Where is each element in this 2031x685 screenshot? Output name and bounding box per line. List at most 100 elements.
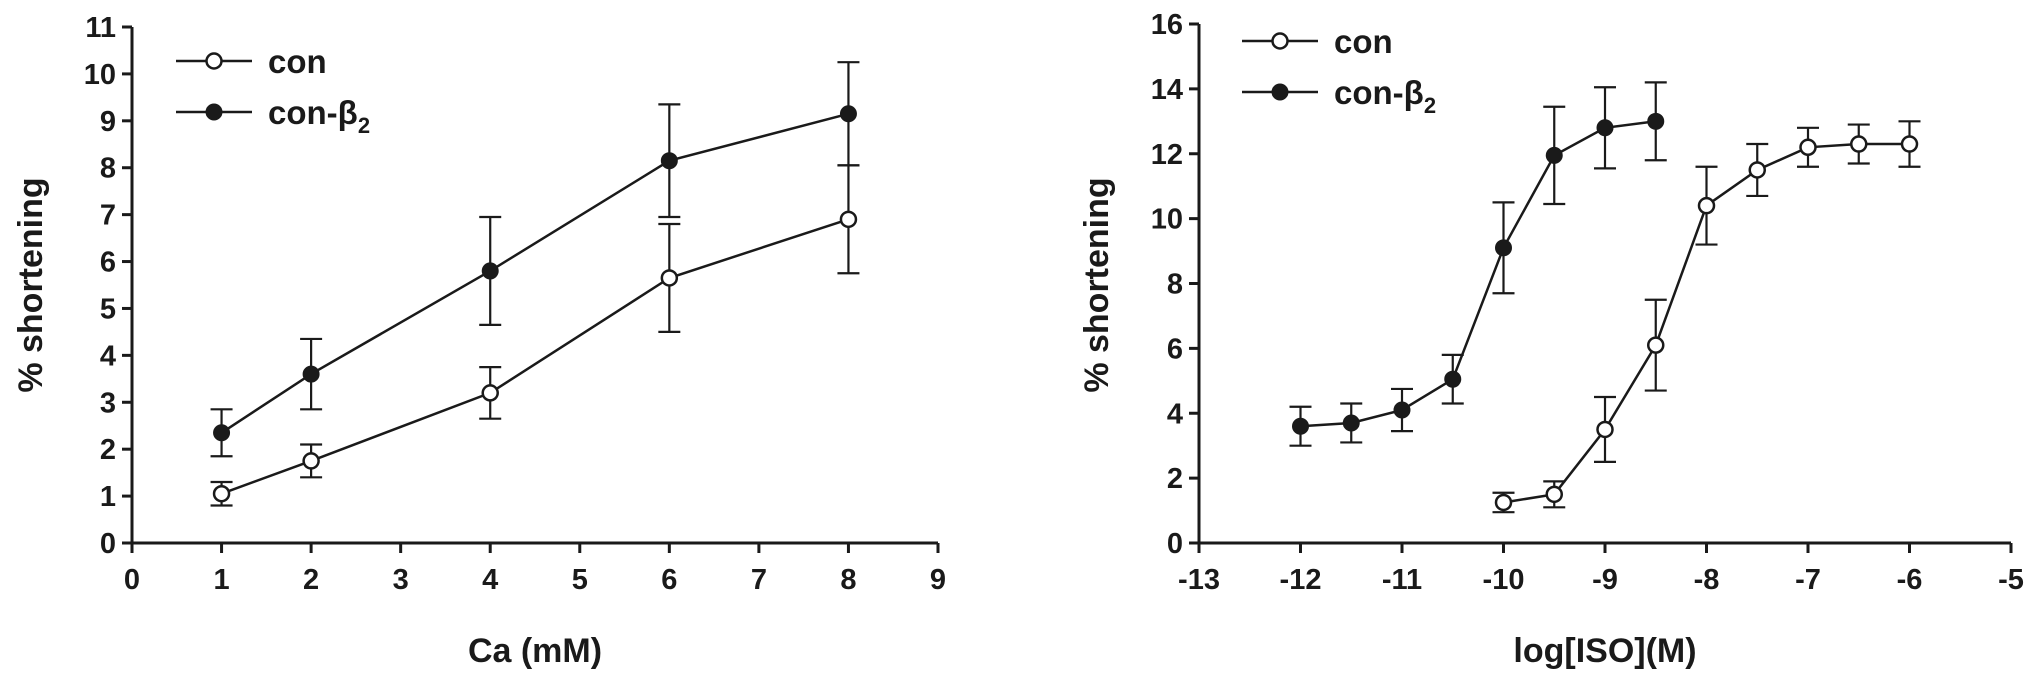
x-tick-label: -11 <box>1382 564 1422 596</box>
legend-label-con-beta2: con-β2 <box>1334 74 1436 118</box>
x-tick-label: 1 <box>213 564 229 596</box>
axis-ticks <box>1189 22 2013 553</box>
y-tick-label: 8 <box>100 153 116 185</box>
x-tick-label: 6 <box>661 564 677 596</box>
x-tick-label: 2 <box>303 564 319 596</box>
x-tick-label: -9 <box>1592 564 1618 596</box>
x-tick-label: -8 <box>1694 564 1720 596</box>
y-tick-label: 14 <box>1151 74 1183 106</box>
data-point <box>660 269 679 287</box>
data-point <box>481 262 499 280</box>
iso-response-chart: -13 -12 -11 -10 -9 -8 -7 -6 -5 0 2 4 6 8 10 12 14 16 log[… <box>1078 9 2024 670</box>
series-con <box>210 164 860 507</box>
legend: con con-β2 <box>176 43 370 138</box>
data-point <box>1850 135 1868 153</box>
y-tick-label: 11 <box>85 12 116 44</box>
x-tick-label: -13 <box>1178 564 1220 596</box>
axis-lines <box>130 27 938 545</box>
y-tick-label: 6 <box>100 247 116 279</box>
tick-labels: 0 1 2 3 4 5 6 7 8 9 0 1 2 3 4 5 6 7 8 9 10 11 <box>84 12 946 596</box>
x-tick-label: -6 <box>1897 564 1923 596</box>
data-point <box>302 452 320 470</box>
data-point <box>660 152 678 170</box>
y-tick-label: 5 <box>100 293 116 325</box>
data-point <box>1799 138 1817 157</box>
series-con <box>1492 120 1921 514</box>
y-tick-label: 12 <box>1151 139 1183 171</box>
x-tick-label: 0 <box>124 564 140 596</box>
legend-item-con: con <box>1242 23 1393 60</box>
y-axis-title: % shortening <box>12 177 50 392</box>
legend-marker-open-circle <box>1271 32 1289 50</box>
x-tick-label: 8 <box>840 564 856 596</box>
y-tick-label: 4 <box>100 340 116 372</box>
x-tick-label: 4 <box>482 564 498 596</box>
y-tick-label: 16 <box>1151 9 1183 41</box>
legend: con con-β2 <box>1242 23 1436 118</box>
data-point <box>481 384 499 402</box>
y-tick-label: 10 <box>1151 204 1183 236</box>
data-point <box>1596 420 1614 439</box>
data-point <box>1596 119 1614 137</box>
series-line <box>1300 120 1656 428</box>
legend-marker-filled-circle <box>1271 83 1289 101</box>
legend-label-con-beta2: con-β2 <box>268 94 370 138</box>
y-tick-label: 0 <box>100 528 116 560</box>
data-point <box>1900 135 1919 153</box>
legend-item-con-beta2: con-β2 <box>176 94 370 138</box>
ca-response-chart: 0 1 2 3 4 5 6 7 8 9 0 1 2 3 4 5 6 7 8 9 10 11 Ca (mM) % short… <box>12 12 946 670</box>
y-tick-label: 8 <box>1167 269 1183 301</box>
data-point <box>1647 112 1665 130</box>
data-point <box>1393 401 1411 419</box>
y-tick-label: 7 <box>100 200 116 232</box>
data-point <box>1342 414 1360 432</box>
legend-label-con: con <box>268 43 327 80</box>
data-point <box>1545 485 1563 504</box>
data-point <box>1697 196 1716 215</box>
y-tick-label: 4 <box>1167 398 1183 430</box>
y-tick-label: 1 <box>100 481 116 513</box>
plot-area <box>210 61 860 507</box>
data-point <box>213 424 231 442</box>
y-tick-label: 6 <box>1167 333 1183 365</box>
x-tick-label: -7 <box>1795 564 1821 596</box>
data-point <box>1292 417 1309 435</box>
series-line <box>220 112 849 434</box>
legend-marker-filled-circle <box>205 103 223 121</box>
legend-label-subscript: 2 <box>358 113 370 138</box>
data-point <box>839 210 858 229</box>
x-tick-label: 9 <box>930 564 946 596</box>
legend-marker-open-circle <box>205 52 223 70</box>
y-tick-label: 10 <box>84 59 116 91</box>
x-axis-title: log[ISO](M) <box>1513 632 1696 670</box>
y-tick-label: 2 <box>1167 463 1183 495</box>
legend-label-subscript: 2 <box>1424 93 1436 118</box>
x-tick-label: 3 <box>393 564 409 596</box>
data-point <box>1545 146 1563 164</box>
legend-item-con-beta2: con-β2 <box>1242 74 1436 118</box>
data-point <box>1647 336 1665 354</box>
y-tick-label: 3 <box>100 387 116 419</box>
data-point <box>1494 493 1513 512</box>
data-point <box>1748 161 1766 179</box>
legend-label-con: con <box>1334 23 1393 60</box>
y-axis-title: % shortening <box>1078 177 1116 392</box>
x-tick-label: -5 <box>1998 564 2024 596</box>
series-con-beta2 <box>1289 81 1667 447</box>
data-point <box>839 105 857 123</box>
series-line <box>221 218 849 495</box>
legend-label-main: con-β <box>268 94 358 131</box>
series-con-beta2 <box>210 61 860 458</box>
data-point <box>1444 370 1462 388</box>
data-point <box>212 484 231 503</box>
plot-area <box>1289 81 1921 514</box>
y-tick-label: 2 <box>100 434 116 466</box>
tick-labels: -13 -12 -11 -10 -9 -8 -7 -6 -5 0 2 4 6 8 10 12 14 16 <box>1151 9 2024 596</box>
axis-ticks <box>122 25 940 553</box>
y-tick-label: 9 <box>100 106 116 138</box>
x-axis-title: Ca (mM) <box>468 632 602 670</box>
legend-item-con: con <box>176 43 327 80</box>
x-tick-label: 5 <box>572 564 588 596</box>
x-tick-label: 7 <box>751 564 767 596</box>
